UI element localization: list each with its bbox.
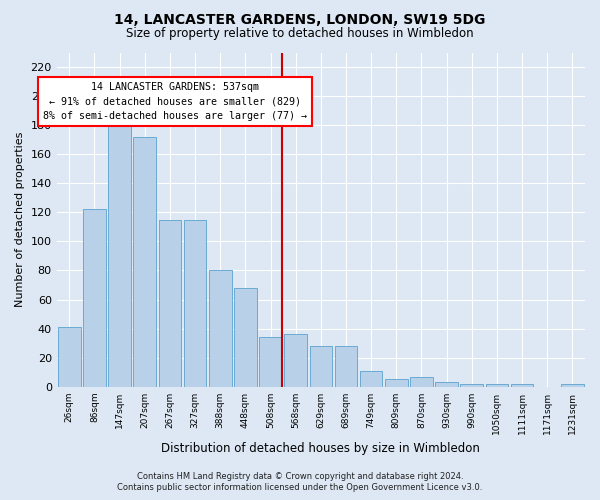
Bar [259,338,282,386]
Text: 14 LANCASTER GARDENS: 537sqm
← 91% of detached houses are smaller (829)
8% of se: 14 LANCASTER GARDENS: 537sqm ← 91% of de… [43,82,307,121]
Text: Contains public sector information licensed under the Open Government Licence v3: Contains public sector information licen… [118,484,482,492]
Bar [209,270,232,386]
Text: Contains HM Land Registry data © Crown copyright and database right 2024.: Contains HM Land Registry data © Crown c… [137,472,463,481]
Bar [284,334,307,386]
X-axis label: Distribution of detached houses by size in Wimbledon: Distribution of detached houses by size … [161,442,480,455]
Bar [234,288,257,386]
Bar [460,384,483,386]
Text: Size of property relative to detached houses in Wimbledon: Size of property relative to detached ho… [126,28,474,40]
Bar [58,327,80,386]
Bar [83,210,106,386]
Bar [184,220,206,386]
Bar [561,384,584,386]
Bar [310,346,332,387]
Bar [335,346,358,387]
Text: 14, LANCASTER GARDENS, LONDON, SW19 5DG: 14, LANCASTER GARDENS, LONDON, SW19 5DG [115,12,485,26]
Bar [385,380,407,386]
Bar [158,220,181,386]
Bar [410,376,433,386]
Bar [485,384,508,386]
Bar [133,137,156,386]
Bar [108,121,131,386]
Y-axis label: Number of detached properties: Number of detached properties [15,132,25,308]
Bar [360,370,382,386]
Bar [511,384,533,386]
Bar [436,382,458,386]
